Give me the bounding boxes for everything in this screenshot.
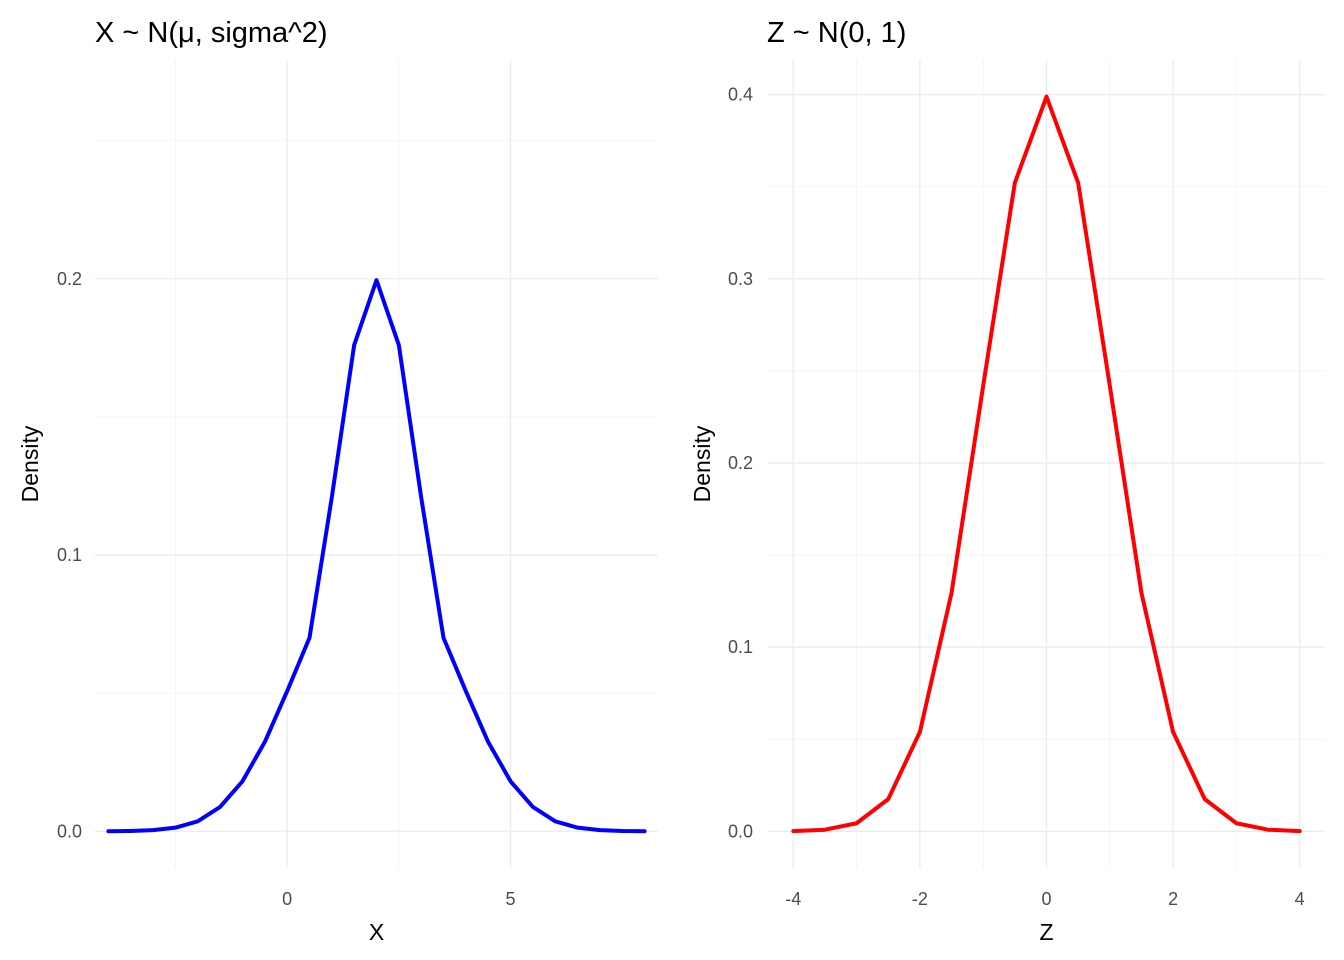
panel-z-distribution: 0.0 0.1 0.2 0.3 0.4 -4 -2 0 2 4 Z ~ N(0, 1) Z Densit… xyxy=(689,17,1325,945)
x-axis-label: Z xyxy=(1039,919,1053,945)
x-tick-label: 5 xyxy=(506,889,516,909)
density-curve xyxy=(791,94,1302,834)
x-tick-label: 4 xyxy=(1295,889,1305,909)
chart-title: X ~ N(μ, sigma^2) xyxy=(95,17,328,49)
x-tick-label: 0 xyxy=(282,889,292,909)
y-axis-label: Density xyxy=(17,425,43,502)
y-axis-label: Density xyxy=(689,425,715,502)
x-tick-label: -4 xyxy=(785,889,801,909)
y-tick-label: 0.0 xyxy=(57,821,82,841)
y-tick-label: 0.3 xyxy=(728,269,753,289)
density-curve xyxy=(106,278,647,834)
y-tick-label: 0.2 xyxy=(728,453,753,473)
y-tick-label: 0.1 xyxy=(728,637,753,657)
x-tick-label: 0 xyxy=(1041,889,1051,909)
x-tick-label: 2 xyxy=(1168,889,1178,909)
panel-x-distribution: 0.0 0.1 0.2 0 5 X ~ N(μ, sigma^2) X Density xyxy=(17,17,658,945)
x-axis-label: X xyxy=(369,919,384,945)
chart-title: Z ~ N(0, 1) xyxy=(767,17,906,49)
x-tick-label: -2 xyxy=(912,889,928,909)
y-tick-label: 0.4 xyxy=(728,85,753,105)
y-tick-label: 0.1 xyxy=(57,545,82,565)
y-tick-label: 0.0 xyxy=(728,821,753,841)
y-tick-label: 0.2 xyxy=(57,269,82,289)
